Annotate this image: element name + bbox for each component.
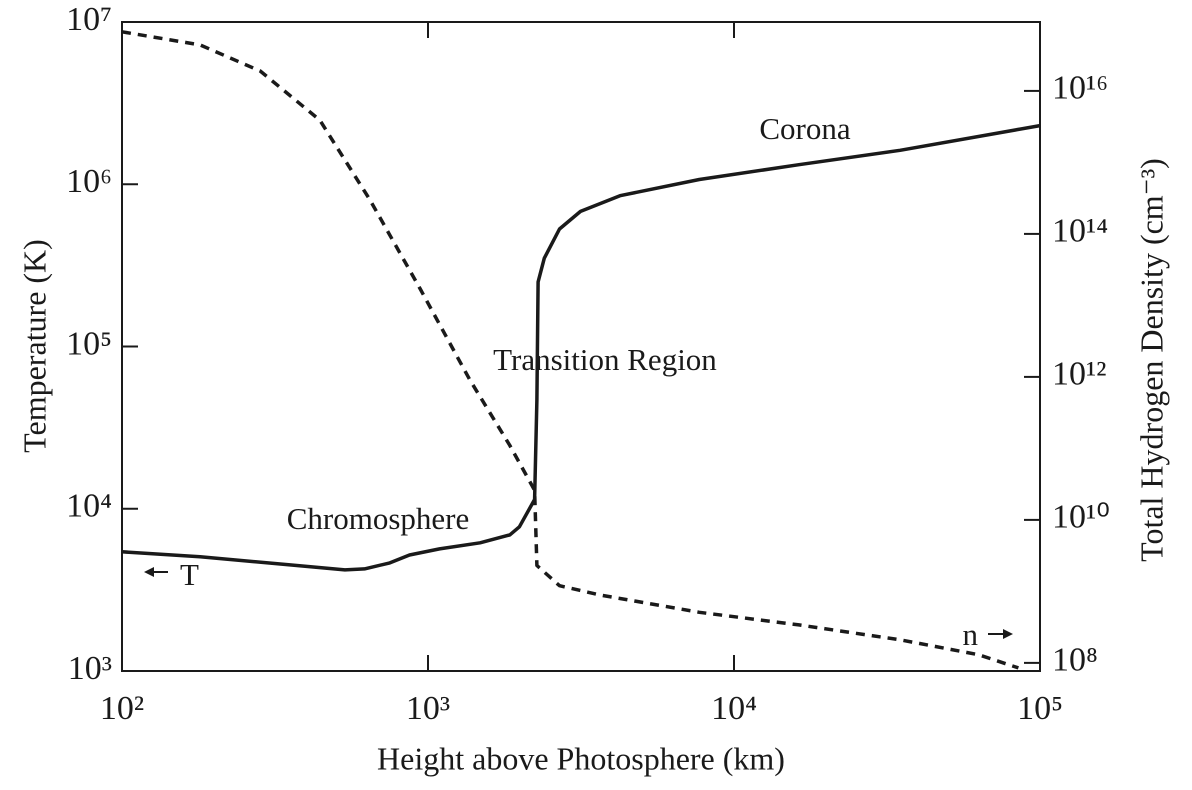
annotation: Corona — [759, 111, 851, 146]
x-tick-label: 10⁵ — [1017, 690, 1063, 727]
y-tick-label: 10⁵ — [66, 325, 112, 362]
annotation: Chromosphere — [287, 501, 470, 536]
y-tick-label: 10⁴ — [66, 488, 112, 525]
y-tick-label: 10³ — [68, 650, 112, 687]
series-line — [121, 123, 1041, 572]
y-tick-label: 10⁷ — [66, 1, 112, 38]
y-tick-label: 10⁶ — [66, 163, 112, 200]
y2-tick-label: 10¹⁰ — [1052, 499, 1110, 536]
x-tick-label: 10³ — [406, 690, 450, 727]
y-axis-label: Temperature (K) — [16, 239, 52, 453]
arrow-head — [1003, 629, 1013, 639]
arrow-head — [144, 567, 154, 577]
series-line — [121, 30, 1019, 670]
y2-tick-label: 10¹⁴ — [1052, 213, 1108, 250]
y2-tick-label: 10¹⁶ — [1052, 70, 1108, 107]
x-tick-label: 10² — [100, 690, 144, 727]
series-label: n — [963, 617, 979, 652]
x-tick-label: 10⁴ — [711, 690, 757, 727]
x-axis-label: Height above Photosphere (km) — [377, 740, 785, 776]
series-label: T — [180, 557, 199, 592]
y2-tick-label: 10¹² — [1052, 356, 1106, 393]
y2-axis-label: Total Hydrogen Density (cm⁻³) — [1133, 158, 1169, 562]
y2-tick-label: 10⁸ — [1052, 642, 1098, 679]
annotation: Transition Region — [493, 342, 717, 377]
